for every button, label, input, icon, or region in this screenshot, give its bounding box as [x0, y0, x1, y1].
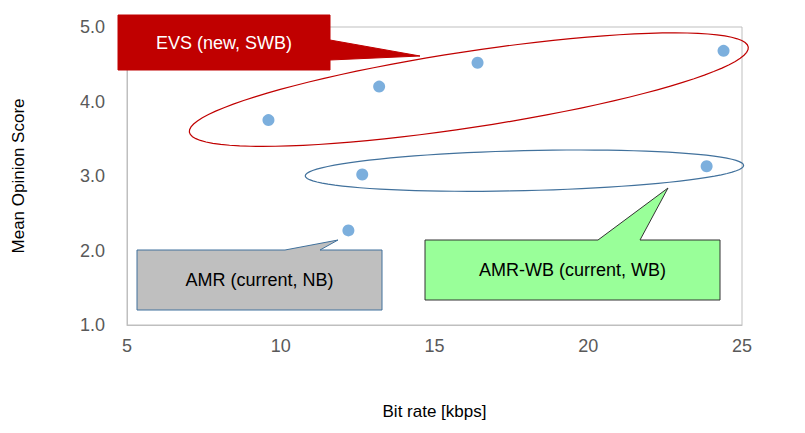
svg-text:EVS (new, SWB): EVS (new, SWB)	[156, 33, 292, 53]
svg-text:1.0: 1.0	[80, 315, 105, 335]
svg-text:5.0: 5.0	[80, 17, 105, 37]
svg-text:AMR (current, NB): AMR (current, NB)	[185, 270, 333, 290]
svg-text:20: 20	[578, 336, 598, 356]
svg-text:4.0: 4.0	[80, 92, 105, 112]
svg-text:15: 15	[424, 336, 444, 356]
svg-text:Bit rate [kbps]: Bit rate [kbps]	[383, 402, 487, 421]
svg-text:3.0: 3.0	[80, 166, 105, 186]
svg-text:5: 5	[122, 336, 132, 356]
svg-text:25: 25	[732, 336, 752, 356]
svg-text:AMR-WB (current, WB): AMR-WB (current, WB)	[479, 260, 666, 280]
svg-text:2.0: 2.0	[80, 241, 105, 261]
svg-text:Mean Opinion Score: Mean Opinion Score	[9, 99, 28, 254]
svg-text:10: 10	[271, 336, 291, 356]
